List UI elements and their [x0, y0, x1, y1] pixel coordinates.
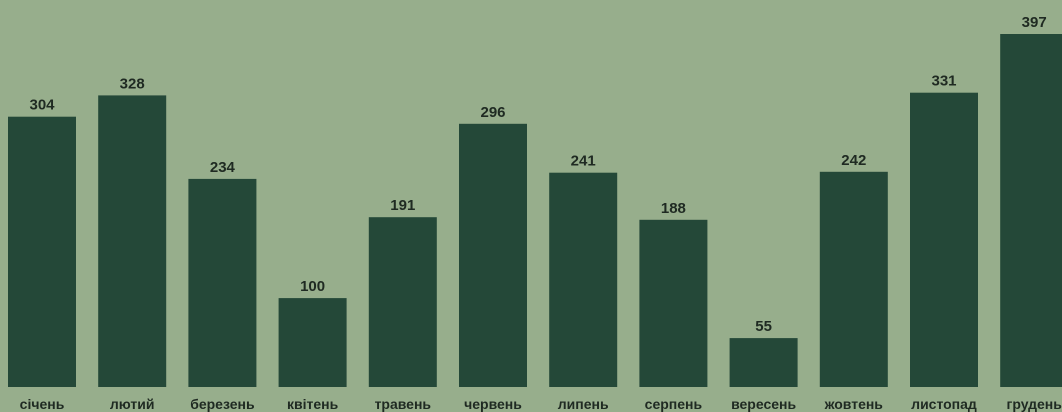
value-label-4: 191 — [390, 197, 415, 214]
category-label-9: жовтень — [824, 396, 884, 412]
bar-1 — [98, 95, 167, 388]
category-label-2: березень — [190, 396, 255, 412]
value-label-0: 304 — [29, 97, 55, 114]
bar-6 — [549, 172, 618, 387]
bar-8 — [729, 338, 798, 387]
bar-3 — [278, 298, 347, 387]
category-label-4: травень — [375, 396, 432, 412]
bar-2 — [188, 178, 257, 387]
category-label-8: вересень — [731, 396, 796, 412]
value-label-3: 100 — [300, 278, 325, 295]
category-label-7: серпень — [645, 396, 703, 412]
category-label-11: грудень — [1007, 396, 1062, 412]
value-label-7: 188 — [661, 200, 686, 217]
category-label-6: липень — [558, 396, 609, 412]
value-label-1: 328 — [120, 75, 145, 92]
category-label-0: січень — [20, 396, 65, 412]
value-label-6: 241 — [571, 153, 596, 170]
bar-7 — [639, 219, 708, 387]
value-label-2: 234 — [210, 159, 236, 176]
bar-11 — [1000, 34, 1062, 387]
value-label-9: 242 — [841, 152, 866, 169]
bar-9 — [819, 171, 888, 387]
value-label-11: 397 — [1022, 14, 1047, 31]
bar-4 — [368, 217, 437, 387]
category-label-1: лютий — [110, 396, 155, 412]
category-label-10: листопад — [911, 396, 977, 412]
value-label-5: 296 — [480, 104, 505, 121]
bar-0 — [8, 116, 76, 387]
bar-5 — [459, 123, 527, 388]
value-label-8: 55 — [755, 318, 772, 335]
bar-10 — [910, 92, 978, 387]
value-label-10: 331 — [931, 73, 956, 90]
category-label-5: червень — [464, 396, 522, 412]
category-label-3: квітень — [287, 396, 339, 412]
